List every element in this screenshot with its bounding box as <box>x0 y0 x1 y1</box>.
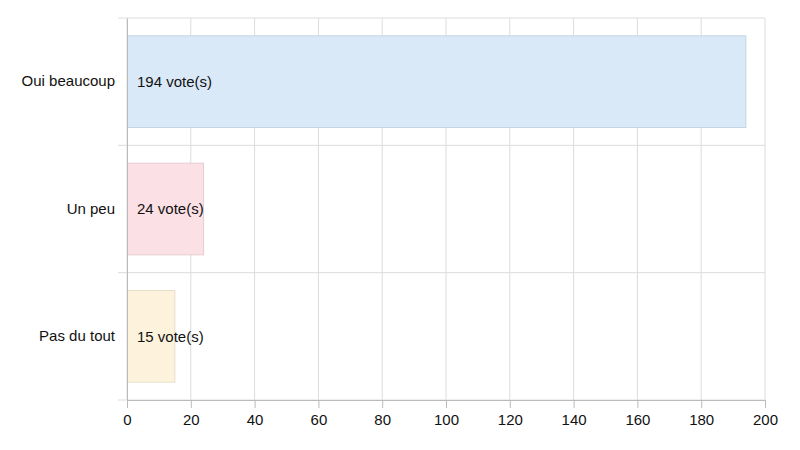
row-separator <box>118 272 765 273</box>
tick: 0 <box>123 400 131 428</box>
tick-mark <box>318 400 319 408</box>
tick-label: 200 <box>753 411 778 428</box>
y-axis: Oui beaucoup Un peu Pas du tout <box>22 19 128 401</box>
tick-mark <box>191 400 192 408</box>
tick: 160 <box>625 400 650 428</box>
tick-label: 180 <box>689 411 714 428</box>
tick-mark <box>255 400 256 408</box>
row-separator <box>118 18 765 19</box>
tick: Pas du tout <box>39 327 127 344</box>
category-label: Pas du tout <box>39 327 116 344</box>
data-label: 24 vote(s) <box>137 200 204 217</box>
x-axis: 0 20 40 60 80 100 120 140 160 180 200 <box>123 400 778 428</box>
tick: 80 <box>374 400 391 428</box>
tick: 180 <box>689 400 714 428</box>
grid <box>118 18 765 400</box>
bars <box>127 36 746 382</box>
data-label: 15 vote(s) <box>137 328 204 345</box>
tick-label: 0 <box>123 411 131 428</box>
tick: Un peu <box>67 200 127 217</box>
category-label: Un peu <box>67 200 115 217</box>
tick: 120 <box>498 400 523 428</box>
tick-label: 140 <box>562 411 587 428</box>
tick-label: 80 <box>374 411 391 428</box>
tick-mark <box>510 400 511 408</box>
bar <box>127 36 746 128</box>
axis-line <box>127 19 128 401</box>
tick-label: 60 <box>311 411 328 428</box>
tick-mark <box>382 400 383 408</box>
tick-mark <box>446 400 447 408</box>
tick: 100 <box>434 400 459 428</box>
tick-label: 100 <box>434 411 459 428</box>
tick: Oui beaucoup <box>22 72 127 89</box>
chart: 0 20 40 60 80 100 120 140 160 180 200 Oui beaucoup U… <box>0 0 800 450</box>
data-labels: 194 vote(s) 24 vote(s) 15 vote(s) <box>137 73 212 345</box>
tick-label: 120 <box>498 411 523 428</box>
tick-mark <box>127 400 128 408</box>
tick: 140 <box>562 400 587 428</box>
tick: 20 <box>183 400 200 428</box>
data-label: 194 vote(s) <box>137 73 212 90</box>
row-separator <box>118 400 765 401</box>
tick-label: 160 <box>625 411 650 428</box>
grid-line <box>127 18 128 400</box>
tick-mark <box>574 400 575 408</box>
category-label: Oui beaucoup <box>22 72 115 89</box>
tick-mark <box>765 400 766 408</box>
tick-mark <box>637 400 638 408</box>
bar <box>127 163 204 255</box>
tick-label: 20 <box>183 411 200 428</box>
row-separator <box>118 145 765 146</box>
grid-line <box>765 18 766 400</box>
tick: 60 <box>311 400 328 428</box>
tick: 200 <box>753 400 778 428</box>
tick: 40 <box>247 400 264 428</box>
tick-label: 40 <box>247 411 264 428</box>
chart-container: 0 20 40 60 80 100 120 140 160 180 200 Oui beaucoup U… <box>0 0 800 450</box>
tick-mark <box>701 400 702 408</box>
